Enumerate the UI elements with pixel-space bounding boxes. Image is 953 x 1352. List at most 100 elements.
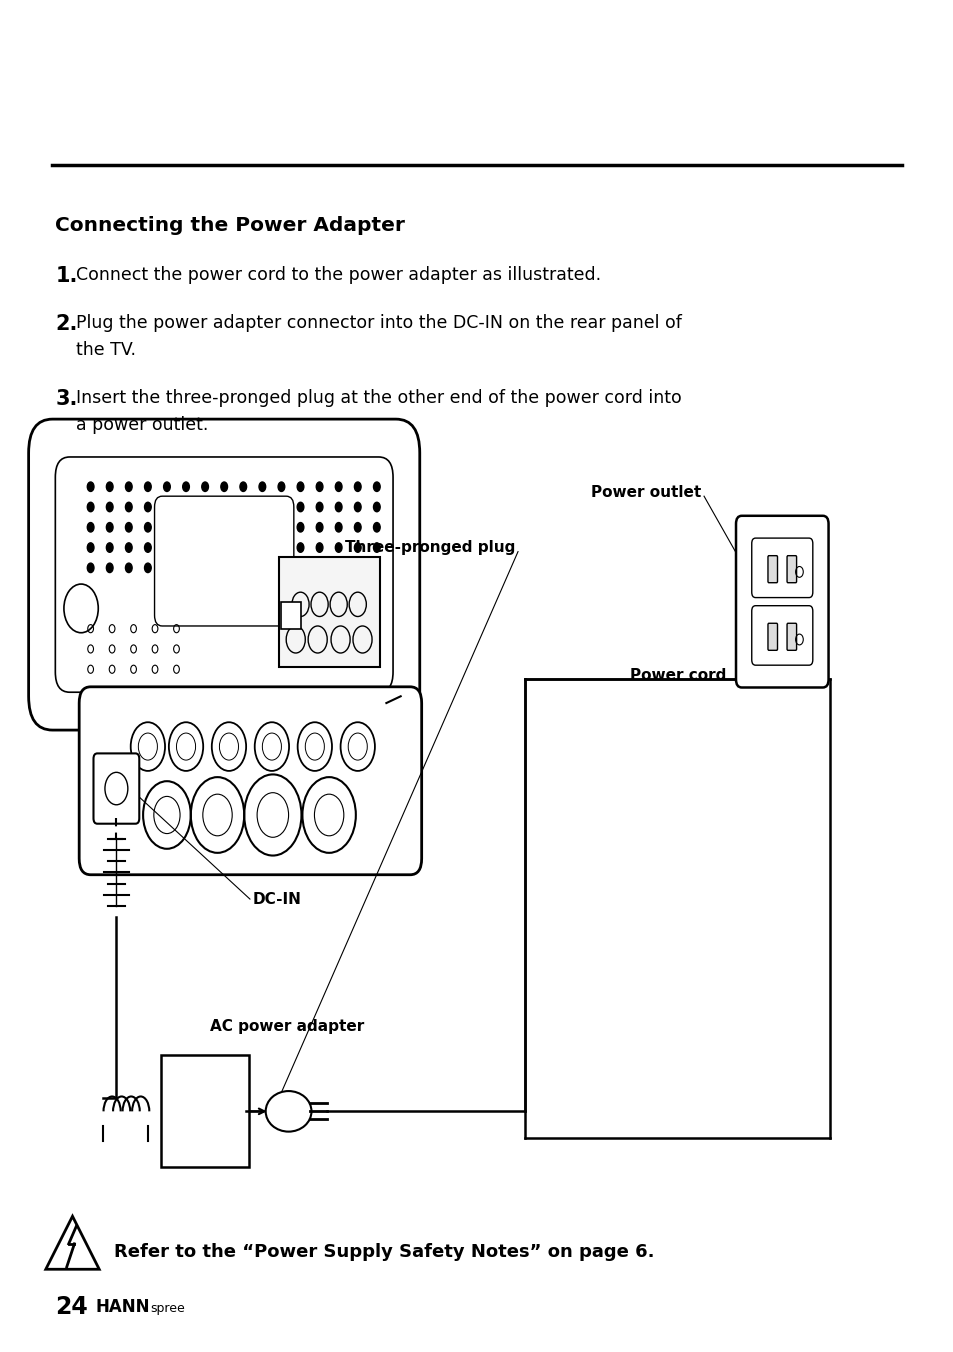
Circle shape [335, 544, 341, 553]
FancyBboxPatch shape [154, 496, 294, 626]
Circle shape [126, 523, 132, 533]
Circle shape [145, 503, 151, 512]
Circle shape [106, 564, 112, 573]
Circle shape [277, 564, 284, 573]
FancyBboxPatch shape [278, 557, 379, 667]
Circle shape [126, 564, 132, 573]
FancyBboxPatch shape [767, 623, 777, 650]
Circle shape [373, 523, 379, 533]
Text: the TV.: the TV. [76, 341, 136, 358]
Circle shape [163, 523, 170, 533]
FancyBboxPatch shape [281, 602, 300, 629]
Circle shape [258, 483, 265, 492]
Text: 1.: 1. [55, 266, 77, 287]
Circle shape [201, 544, 208, 553]
Circle shape [354, 544, 360, 553]
Circle shape [373, 564, 379, 573]
Circle shape [163, 564, 170, 573]
Circle shape [240, 483, 246, 492]
Circle shape [106, 523, 112, 533]
Circle shape [145, 523, 151, 533]
Text: Three-pronged plug: Three-pronged plug [344, 539, 515, 556]
Circle shape [88, 544, 94, 553]
Text: DC-IN: DC-IN [253, 891, 301, 907]
Circle shape [354, 483, 360, 492]
Circle shape [277, 503, 284, 512]
Circle shape [126, 483, 132, 492]
Circle shape [182, 564, 189, 573]
Text: 2.: 2. [55, 314, 77, 334]
Text: Power outlet: Power outlet [590, 484, 700, 500]
Circle shape [126, 544, 132, 553]
Circle shape [182, 544, 189, 553]
Circle shape [201, 483, 208, 492]
Circle shape [182, 523, 189, 533]
Text: Refer to the “Power Supply Safety Notes” on page 6.: Refer to the “Power Supply Safety Notes”… [114, 1242, 655, 1261]
Circle shape [182, 503, 189, 512]
Circle shape [258, 523, 265, 533]
Circle shape [354, 523, 360, 533]
Text: a power outlet.: a power outlet. [76, 416, 209, 434]
FancyBboxPatch shape [79, 687, 421, 875]
Circle shape [220, 503, 227, 512]
Circle shape [373, 544, 379, 553]
FancyBboxPatch shape [93, 753, 139, 823]
Circle shape [296, 483, 303, 492]
Circle shape [335, 483, 341, 492]
Circle shape [201, 564, 208, 573]
Circle shape [88, 483, 94, 492]
Circle shape [315, 544, 322, 553]
Polygon shape [46, 1217, 99, 1270]
Circle shape [106, 503, 112, 512]
FancyBboxPatch shape [786, 556, 796, 583]
Circle shape [277, 523, 284, 533]
Circle shape [163, 483, 170, 492]
Circle shape [163, 503, 170, 512]
Circle shape [296, 564, 303, 573]
Circle shape [258, 503, 265, 512]
FancyBboxPatch shape [55, 457, 393, 692]
Circle shape [258, 544, 265, 553]
Circle shape [88, 503, 94, 512]
Circle shape [145, 564, 151, 573]
Circle shape [354, 503, 360, 512]
Circle shape [240, 564, 246, 573]
Circle shape [335, 523, 341, 533]
Text: Connecting the Power Adapter: Connecting the Power Adapter [55, 216, 405, 235]
FancyBboxPatch shape [767, 556, 777, 583]
Circle shape [88, 523, 94, 533]
Circle shape [220, 544, 227, 553]
Circle shape [315, 523, 322, 533]
FancyBboxPatch shape [29, 419, 419, 730]
Circle shape [296, 523, 303, 533]
Text: HANN: HANN [95, 1298, 150, 1317]
Text: Power cord: Power cord [629, 668, 725, 684]
Circle shape [145, 544, 151, 553]
Circle shape [315, 564, 322, 573]
FancyBboxPatch shape [751, 606, 812, 665]
Text: AC power adapter: AC power adapter [210, 1019, 364, 1034]
Circle shape [296, 544, 303, 553]
Circle shape [106, 544, 112, 553]
Circle shape [335, 503, 341, 512]
Circle shape [145, 483, 151, 492]
Circle shape [277, 483, 284, 492]
Circle shape [106, 483, 112, 492]
FancyBboxPatch shape [735, 515, 827, 687]
Circle shape [315, 503, 322, 512]
FancyBboxPatch shape [786, 623, 796, 650]
Circle shape [163, 544, 170, 553]
Circle shape [277, 544, 284, 553]
Circle shape [201, 503, 208, 512]
Text: Connect the power cord to the power adapter as illustrated.: Connect the power cord to the power adap… [76, 266, 600, 284]
Circle shape [296, 503, 303, 512]
Circle shape [240, 544, 246, 553]
Circle shape [201, 523, 208, 533]
FancyBboxPatch shape [160, 1055, 249, 1168]
Circle shape [373, 483, 379, 492]
Circle shape [220, 564, 227, 573]
Circle shape [182, 483, 189, 492]
Circle shape [240, 523, 246, 533]
Circle shape [315, 483, 322, 492]
Ellipse shape [265, 1091, 311, 1132]
